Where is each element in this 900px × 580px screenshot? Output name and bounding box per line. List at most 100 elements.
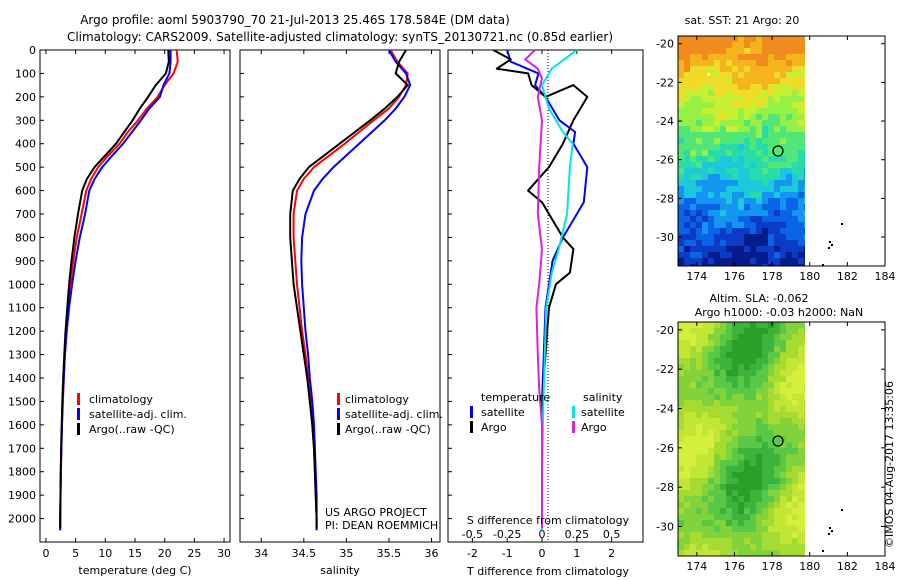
heatmap-cell	[684, 388, 690, 394]
heatmap-cell	[726, 340, 732, 346]
heatmap-cell	[786, 472, 792, 478]
heatmap-cell	[690, 54, 696, 60]
heatmap-cell	[768, 388, 774, 394]
heatmap-cell	[696, 454, 702, 460]
heatmap-cell	[726, 388, 732, 394]
heatmap-cell	[756, 78, 762, 84]
heatmap-cell	[798, 550, 804, 556]
heatmap-cell	[756, 90, 762, 96]
heatmap-cell	[786, 466, 792, 472]
heatmap-cell	[714, 352, 720, 358]
heatmap-cell	[756, 550, 762, 556]
heatmap-cell	[732, 490, 738, 496]
heatmap-cell	[690, 466, 696, 472]
heatmap-cell	[726, 252, 732, 258]
heatmap-cell	[804, 168, 805, 174]
heatmap-cell	[756, 186, 762, 192]
heatmap-cell	[774, 102, 780, 108]
heatmap-cell	[726, 96, 732, 102]
heatmap-cell	[678, 90, 684, 96]
map-lon-label: 178	[762, 270, 783, 283]
heatmap-cell	[756, 252, 762, 258]
heatmap-cell	[702, 252, 708, 258]
heatmap-cell	[678, 520, 684, 526]
heatmap-cell	[774, 358, 780, 364]
heatmap-cell	[786, 436, 792, 442]
heatmap-cell	[786, 78, 792, 84]
heatmap-cell	[714, 120, 720, 126]
heatmap-cell	[738, 36, 744, 42]
heatmap-cell	[774, 198, 780, 204]
heatmap-cell	[732, 442, 738, 448]
heatmap-cell	[774, 204, 780, 210]
heatmap-cell	[780, 174, 786, 180]
legend-label-argo: Argo(..raw -QC)	[89, 423, 175, 436]
heatmap-cell	[798, 328, 804, 334]
island-dot	[831, 244, 833, 246]
heatmap-cell	[744, 352, 750, 358]
heatmap-cell	[720, 508, 726, 514]
heatmap-cell	[732, 454, 738, 460]
heatmap-cell	[738, 364, 744, 370]
heatmap-cell	[708, 466, 714, 472]
heatmap-cell	[750, 156, 756, 162]
heatmap-cell	[696, 520, 702, 526]
heatmap-cell	[798, 508, 804, 514]
heatmap-cell	[714, 132, 720, 138]
difference-legend: temperature salinity satellite Argo sate…	[470, 391, 625, 434]
heatmap-cell	[720, 228, 726, 234]
heatmap-cell	[780, 156, 786, 162]
heatmap-cell	[690, 84, 696, 90]
heatmap-cell	[690, 132, 696, 138]
heatmap-cell	[786, 174, 792, 180]
heatmap-cell	[714, 228, 720, 234]
heatmap-cell	[696, 436, 702, 442]
heatmap-cell	[720, 210, 726, 216]
heatmap-cell	[714, 538, 720, 544]
heatmap-cell	[726, 246, 732, 252]
heatmap-cell	[756, 436, 762, 442]
heatmap-cell	[708, 186, 714, 192]
heatmap-cell	[696, 222, 702, 228]
heatmap-cell	[750, 508, 756, 514]
heatmap-cell	[756, 54, 762, 60]
heatmap-cell	[798, 72, 804, 78]
heatmap-cell	[756, 448, 762, 454]
heatmap-cell	[798, 388, 804, 394]
heatmap-cell	[804, 84, 805, 90]
heatmap-cell	[720, 340, 726, 346]
heatmap-cell	[678, 60, 684, 66]
heatmap-cell	[690, 520, 696, 526]
heatmap-cell	[702, 370, 708, 376]
heatmap-cell	[768, 340, 774, 346]
heatmap-cell	[720, 544, 726, 550]
heatmap-cell	[762, 466, 768, 472]
heatmap-cell	[726, 60, 732, 66]
heatmap-cell	[726, 478, 732, 484]
heatmap-cell	[720, 120, 726, 126]
heatmap-cell	[690, 406, 696, 412]
heatmap-cell	[702, 520, 708, 526]
heatmap-cell	[786, 234, 792, 240]
heatmap-cell	[690, 370, 696, 376]
heatmap-cell	[798, 216, 804, 222]
heatmap-cell	[750, 108, 756, 114]
heatmap-cell	[714, 364, 720, 370]
heatmap-cell	[702, 126, 708, 132]
heatmap-cell	[696, 198, 702, 204]
heatmap-cell	[774, 478, 780, 484]
heatmap-cell	[786, 252, 792, 258]
heatmap-cell	[744, 66, 750, 72]
heatmap-cell	[798, 90, 804, 96]
heatmap-cell	[708, 484, 714, 490]
heatmap-cell	[786, 36, 792, 42]
heatmap-cell	[768, 252, 774, 258]
heatmap-cell	[726, 258, 732, 264]
depth-tick-label: 300	[15, 114, 36, 127]
heatmap-cell	[786, 186, 792, 192]
heatmap-cell	[696, 108, 702, 114]
heatmap-cell	[744, 394, 750, 400]
heatmap-cell	[696, 90, 702, 96]
heatmap-cell	[744, 36, 750, 42]
heatmap-cell	[750, 472, 756, 478]
